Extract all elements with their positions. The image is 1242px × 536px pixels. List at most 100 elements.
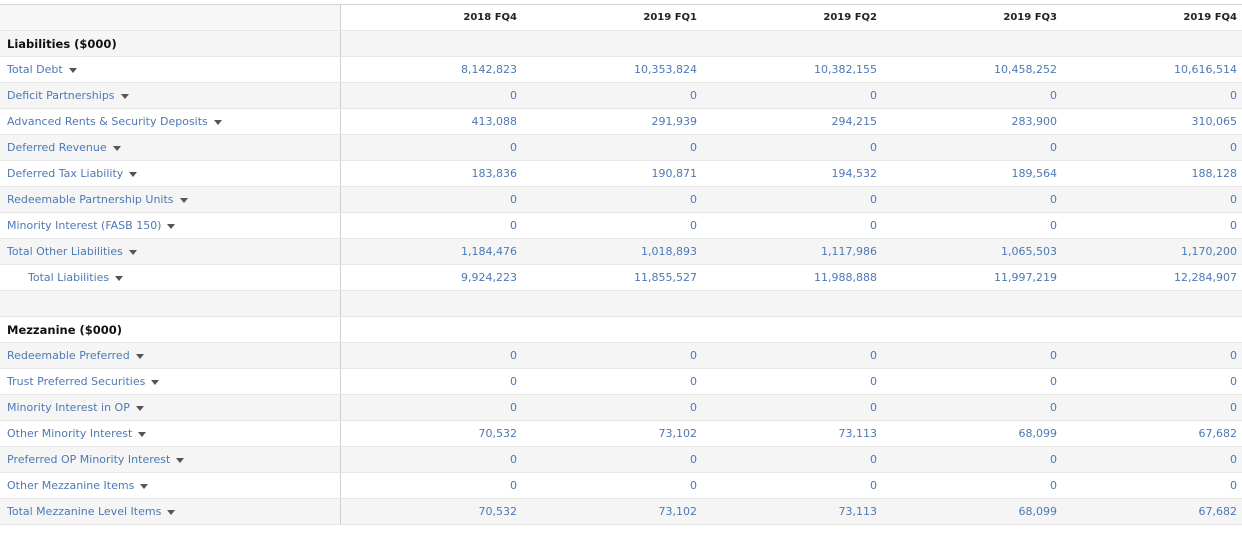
value-2019-fq1[interactable]: 0 [690, 453, 697, 466]
row-label-redeemable-partnership-units[interactable]: Redeemable Partnership Units [7, 193, 174, 206]
value-2019-fq2[interactable]: 0 [870, 453, 877, 466]
value-2019-fq2[interactable]: 0 [870, 375, 877, 388]
value-2018-fq4[interactable]: 8,142,823 [461, 63, 517, 76]
value-2019-fq4[interactable]: 0 [1230, 193, 1237, 206]
value-2019-fq3[interactable]: 0 [1050, 141, 1057, 154]
value-2019-fq1[interactable]: 10,353,824 [634, 63, 697, 76]
caret-down-icon[interactable] [135, 353, 144, 359]
caret-down-icon[interactable] [115, 275, 124, 281]
value-2019-fq4[interactable]: 12,284,907 [1174, 271, 1237, 284]
value-2019-fq1[interactable]: 11,855,527 [634, 271, 697, 284]
column-header-2019-fq1[interactable]: 2019 FQ1 [522, 5, 702, 31]
row-label-minority-interest-in-op[interactable]: Minority Interest in OP [7, 401, 130, 414]
row-label-other-mezzanine-items[interactable]: Other Mezzanine Items [7, 479, 135, 492]
value-2018-fq4[interactable]: 413,088 [471, 115, 518, 128]
value-2018-fq4[interactable]: 0 [510, 453, 517, 466]
value-2019-fq3[interactable]: 0 [1050, 193, 1057, 206]
value-2019-fq2[interactable]: 0 [870, 89, 877, 102]
value-2019-fq4[interactable]: 0 [1230, 219, 1237, 232]
caret-down-icon[interactable] [120, 93, 129, 99]
value-2018-fq4[interactable]: 1,184,476 [461, 245, 517, 258]
column-header-2019-fq4[interactable]: 2019 FQ4 [1062, 5, 1242, 31]
value-2019-fq2[interactable]: 194,532 [831, 167, 878, 180]
value-2019-fq3[interactable]: 0 [1050, 375, 1057, 388]
value-2019-fq2[interactable]: 0 [870, 479, 877, 492]
value-2019-fq4[interactable]: 1,170,200 [1181, 245, 1237, 258]
value-2019-fq4[interactable]: 0 [1230, 453, 1237, 466]
value-2019-fq1[interactable]: 0 [690, 141, 697, 154]
value-2019-fq1[interactable]: 0 [690, 401, 697, 414]
value-2019-fq3[interactable]: 0 [1050, 89, 1057, 102]
value-2019-fq4[interactable]: 0 [1230, 375, 1237, 388]
caret-down-icon[interactable] [167, 223, 176, 229]
value-2019-fq4[interactable]: 0 [1230, 479, 1237, 492]
value-2019-fq2[interactable]: 0 [870, 193, 877, 206]
value-2019-fq4[interactable]: 0 [1230, 89, 1237, 102]
row-label-deficit-partnerships[interactable]: Deficit Partnerships [7, 89, 115, 102]
value-2018-fq4[interactable]: 70,532 [478, 505, 518, 518]
value-2018-fq4[interactable]: 0 [510, 349, 517, 362]
column-header-2018-fq4[interactable]: 2018 FQ4 [340, 5, 522, 31]
row-label-preferred-op-minority-interest[interactable]: Preferred OP Minority Interest [7, 453, 171, 466]
value-2018-fq4[interactable]: 0 [510, 89, 517, 102]
value-2019-fq3[interactable]: 68,099 [1018, 505, 1058, 518]
value-2018-fq4[interactable]: 183,836 [471, 167, 518, 180]
value-2019-fq2[interactable]: 0 [870, 401, 877, 414]
caret-down-icon[interactable] [128, 249, 137, 255]
caret-down-icon[interactable] [176, 457, 185, 463]
value-2019-fq3[interactable]: 283,900 [1011, 115, 1058, 128]
row-label-total-mezzanine-level-items[interactable]: Total Mezzanine Level Items [7, 505, 162, 518]
value-2019-fq1[interactable]: 0 [690, 219, 697, 232]
caret-down-icon[interactable] [138, 431, 147, 437]
caret-down-icon[interactable] [135, 405, 144, 411]
value-2019-fq3[interactable]: 189,564 [1011, 167, 1058, 180]
value-2019-fq4[interactable]: 67,682 [1198, 505, 1238, 518]
value-2019-fq3[interactable]: 10,458,252 [994, 63, 1057, 76]
value-2019-fq4[interactable]: 0 [1230, 349, 1237, 362]
value-2018-fq4[interactable]: 0 [510, 375, 517, 388]
value-2019-fq1[interactable]: 0 [690, 193, 697, 206]
value-2019-fq2[interactable]: 294,215 [831, 115, 878, 128]
value-2019-fq2[interactable]: 73,113 [838, 505, 878, 518]
row-label-deferred-tax-liability[interactable]: Deferred Tax Liability [7, 167, 124, 180]
value-2018-fq4[interactable]: 0 [510, 219, 517, 232]
value-2018-fq4[interactable]: 0 [510, 401, 517, 414]
value-2019-fq2[interactable]: 1,117,986 [821, 245, 877, 258]
caret-down-icon[interactable] [151, 379, 160, 385]
value-2019-fq3[interactable]: 0 [1050, 219, 1057, 232]
row-label-other-minority-interest[interactable]: Other Minority Interest [7, 427, 133, 440]
row-label-total-liabilities[interactable]: Total Liabilities [28, 271, 110, 284]
value-2019-fq3[interactable]: 11,997,219 [994, 271, 1057, 284]
value-2019-fq1[interactable]: 73,102 [658, 427, 698, 440]
value-2019-fq3[interactable]: 68,099 [1018, 427, 1058, 440]
value-2019-fq1[interactable]: 190,871 [651, 167, 698, 180]
value-2019-fq1[interactable]: 0 [690, 375, 697, 388]
value-2019-fq2[interactable]: 11,988,888 [814, 271, 877, 284]
value-2019-fq2[interactable]: 0 [870, 349, 877, 362]
value-2019-fq1[interactable]: 1,018,893 [641, 245, 697, 258]
value-2019-fq2[interactable]: 0 [870, 141, 877, 154]
value-2019-fq2[interactable]: 0 [870, 219, 877, 232]
value-2018-fq4[interactable]: 0 [510, 193, 517, 206]
value-2018-fq4[interactable]: 0 [510, 141, 517, 154]
caret-down-icon[interactable] [213, 119, 222, 125]
row-label-total-debt[interactable]: Total Debt [7, 63, 63, 76]
value-2019-fq1[interactable]: 0 [690, 89, 697, 102]
column-header-2019-fq3[interactable]: 2019 FQ3 [882, 5, 1062, 31]
row-label-trust-preferred-securities[interactable]: Trust Preferred Securities [7, 375, 146, 388]
row-label-advanced-rents-security-deposits[interactable]: Advanced Rents & Security Deposits [7, 115, 208, 128]
value-2019-fq3[interactable]: 0 [1050, 349, 1057, 362]
value-2019-fq1[interactable]: 0 [690, 349, 697, 362]
value-2019-fq2[interactable]: 10,382,155 [814, 63, 877, 76]
caret-down-icon[interactable] [112, 145, 121, 151]
column-header-2019-fq2[interactable]: 2019 FQ2 [702, 5, 882, 31]
value-2018-fq4[interactable]: 9,924,223 [461, 271, 517, 284]
value-2019-fq3[interactable]: 0 [1050, 479, 1057, 492]
value-2019-fq1[interactable]: 291,939 [651, 115, 698, 128]
value-2019-fq4[interactable]: 67,682 [1198, 427, 1238, 440]
value-2019-fq2[interactable]: 73,113 [838, 427, 878, 440]
row-label-total-other-liabilities[interactable]: Total Other Liabilities [7, 245, 123, 258]
value-2019-fq4[interactable]: 0 [1230, 401, 1237, 414]
caret-down-icon[interactable] [68, 67, 77, 73]
caret-down-icon[interactable] [167, 509, 176, 515]
